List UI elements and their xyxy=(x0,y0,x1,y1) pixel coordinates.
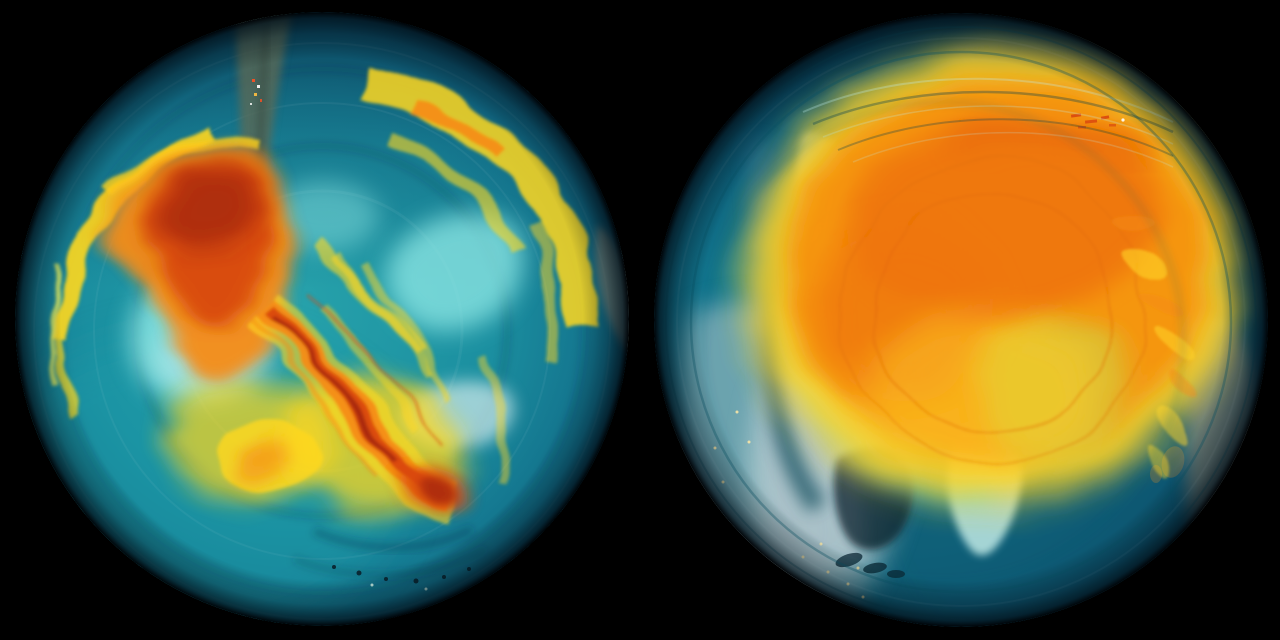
south-polar-globe-svg xyxy=(15,12,629,626)
north-polar-globe xyxy=(653,12,1269,628)
south-polar-globe xyxy=(14,11,630,627)
north-globe-limb xyxy=(654,13,1268,627)
south-globe-limb xyxy=(15,12,629,626)
north-polar-globe-svg xyxy=(654,13,1268,627)
